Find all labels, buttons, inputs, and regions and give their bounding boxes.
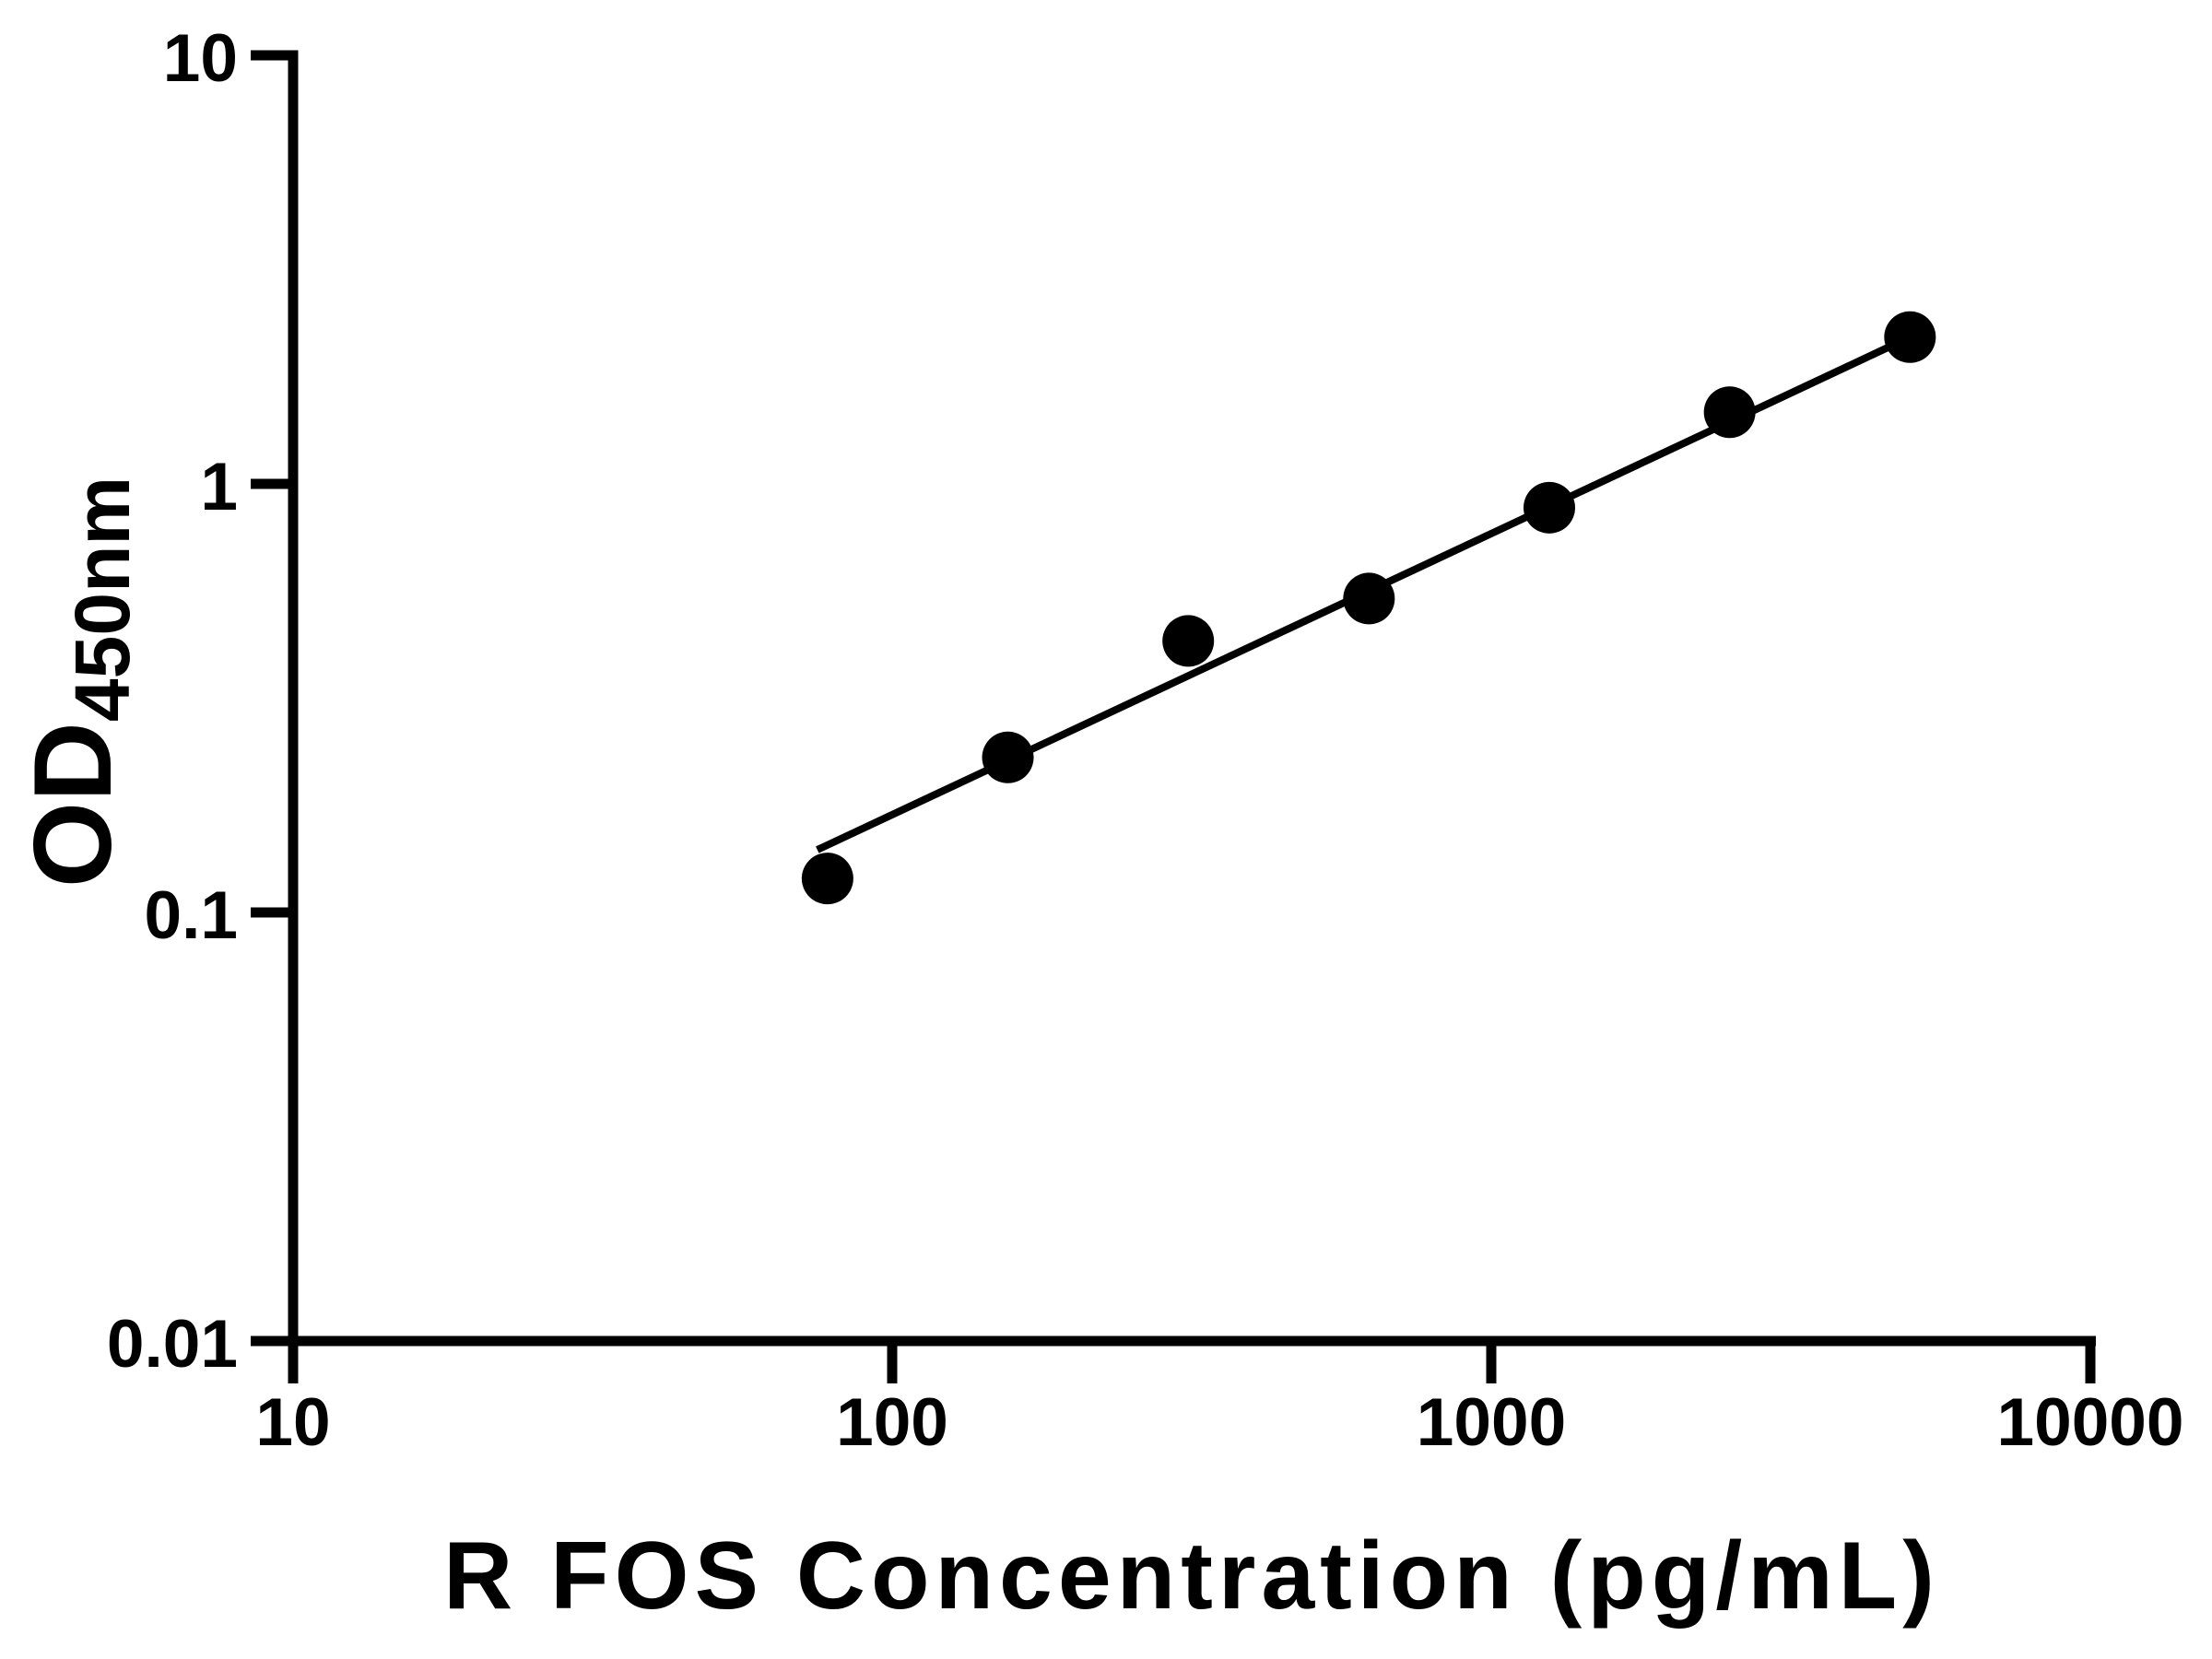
y-axis-title: OD450nm (11, 477, 146, 888)
y-tick-label: 0.1 (145, 878, 238, 953)
data-point (1162, 615, 1215, 667)
data-point (1523, 481, 1575, 534)
y-tick-label: 0.01 (107, 1307, 238, 1382)
data-point (1343, 572, 1395, 625)
plot-area: 10 100 1000 10000 0.01 0.1 1 10 (107, 21, 2184, 1460)
data-point (982, 731, 1034, 783)
x-tick-label: 100 (836, 1385, 948, 1460)
data-point (801, 853, 853, 905)
x-tick-label: 1000 (1417, 1385, 1566, 1460)
x-axis-title: R FOS Concentration (pg/mL) (443, 1523, 1940, 1630)
data-point (1884, 311, 1936, 363)
data-point (1703, 386, 1756, 439)
x-tick-label: 10000 (1997, 1385, 2184, 1460)
y-tick-label: 10 (163, 21, 238, 96)
y-axis-title-sub: 450nm (59, 477, 146, 722)
y-axis-title-main: OD (11, 722, 135, 888)
y-tick-label: 1 (200, 450, 238, 524)
x-tick-label: 10 (255, 1385, 330, 1460)
